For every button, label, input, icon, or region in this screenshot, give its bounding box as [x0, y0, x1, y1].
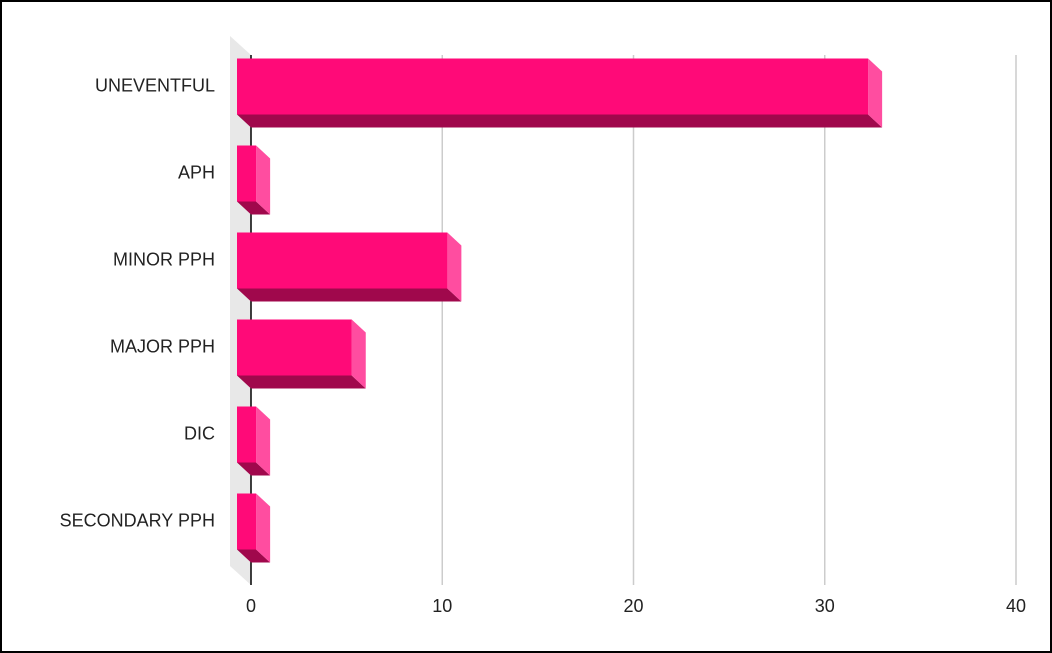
bar-bottom — [237, 288, 462, 302]
x-tick-label: 0 — [246, 596, 256, 616]
bar — [237, 493, 257, 550]
bar-bottom — [237, 114, 883, 128]
bar — [237, 232, 448, 289]
bar-side — [256, 493, 271, 563]
bar-side — [447, 232, 462, 302]
x-tick-label: 40 — [1006, 596, 1026, 616]
x-tick-label: 20 — [623, 596, 643, 616]
x-tick-label: 10 — [432, 596, 452, 616]
bar — [237, 145, 257, 202]
bar — [237, 58, 869, 115]
bar-bottom — [237, 462, 271, 476]
y-tick-label: APH — [178, 162, 215, 182]
y-tick-label: DIC — [184, 423, 215, 443]
x-tick-label: 30 — [815, 596, 835, 616]
bar-side — [351, 319, 366, 389]
y-tick-label: UNEVENTFUL — [95, 75, 215, 95]
bar-bottom — [237, 201, 271, 215]
y-tick-label: SECONDARY PPH — [60, 510, 215, 530]
bar-side — [256, 406, 271, 476]
bar — [237, 319, 352, 376]
bar-bottom — [237, 549, 271, 563]
bar-bottom — [237, 375, 366, 389]
y-tick-label: MINOR PPH — [113, 249, 215, 269]
bar-side — [868, 58, 883, 128]
bar — [237, 406, 257, 463]
y-tick-label: MAJOR PPH — [110, 336, 215, 356]
bar-side — [256, 145, 271, 215]
